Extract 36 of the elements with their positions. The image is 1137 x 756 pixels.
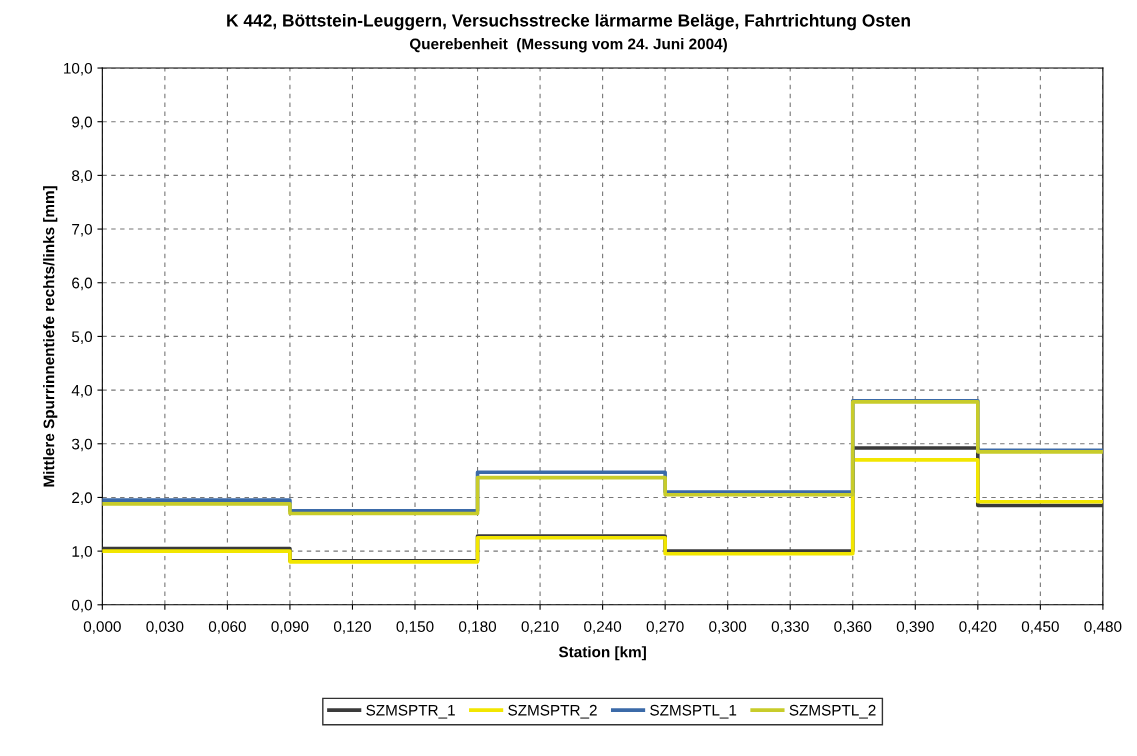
x-axis-title: Station [km] xyxy=(558,646,646,661)
x-tick-label: 0,030 xyxy=(146,621,184,634)
legend-label: SZMSPTR_2 xyxy=(508,704,597,719)
y-tick-label: 5,0 xyxy=(71,331,93,344)
x-tick-label: 0,240 xyxy=(584,621,622,634)
x-tick-label: 0,300 xyxy=(709,621,747,634)
y-tick-label: 8,0 xyxy=(72,170,93,183)
y-tick-label: 1,0 xyxy=(72,545,93,559)
y-axis-title: Mittlere Spurrinnentiefe rechts/links [mm] xyxy=(43,186,58,487)
x-tick-label: 0,000 xyxy=(83,621,121,634)
x-tick-label: 0,210 xyxy=(521,621,559,634)
x-tick-label: 0,150 xyxy=(396,621,434,634)
x-tick-label: 0,060 xyxy=(208,621,246,634)
legend-label: SZMSPTR_1 xyxy=(366,704,455,719)
chart-subtitle: Querebenheit (Messung vom 24. Juni 2004) xyxy=(409,38,727,53)
x-tick-label: 0,450 xyxy=(1021,621,1059,634)
x-tick-label: 0,360 xyxy=(834,621,872,634)
x-tick-label: 0,180 xyxy=(459,621,497,634)
chart-title: K 442, Böttstein-Leuggern, Versuchsstrecke lärmarme Beläge, Fahrtrichtung Osten xyxy=(227,13,910,31)
legend-label: SZMSPTL_1 xyxy=(650,704,737,719)
x-tick-label: 0,480 xyxy=(1084,621,1122,634)
y-tick-label: 0,0 xyxy=(71,599,93,613)
y-tick-label: 7,0 xyxy=(72,223,93,237)
x-tick-label: 0,420 xyxy=(959,621,997,634)
y-tick-label: 6,0 xyxy=(72,277,93,291)
y-tick-label: 10,0 xyxy=(64,62,93,76)
y-tick-label: 9,0 xyxy=(72,116,93,130)
x-tick-label: 0,120 xyxy=(333,621,371,634)
x-tick-label: 0,390 xyxy=(896,621,934,634)
x-tick-label: 0,270 xyxy=(646,621,684,634)
x-tick-label: 0,090 xyxy=(271,621,309,634)
y-tick-label: 4,0 xyxy=(71,384,93,398)
legend-label: SZMSPTL_2 xyxy=(789,704,876,719)
x-tick-label: 0,330 xyxy=(771,621,809,634)
y-tick-label: 2,0 xyxy=(72,492,93,505)
y-tick-label: 3,0 xyxy=(71,438,93,452)
